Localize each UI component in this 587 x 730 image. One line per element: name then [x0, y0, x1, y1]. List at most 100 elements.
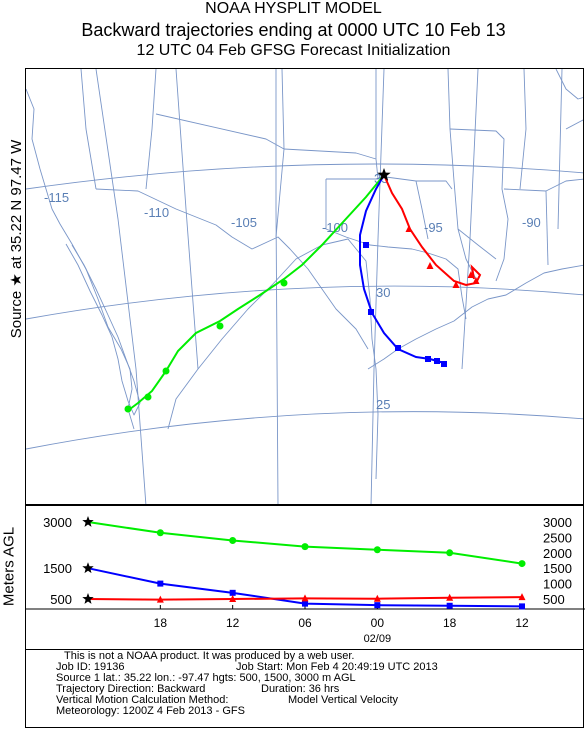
height-point [446, 593, 454, 601]
state-line-10 [503, 178, 583, 192]
duration-text: Duration: 36 hrs [261, 683, 340, 695]
source-location-label: Source ★ at 35.22 N 97.47 W [8, 139, 25, 339]
title-model: NOAA HYSPLIT MODEL [205, 0, 382, 17]
height-point [301, 543, 309, 551]
height-point [302, 600, 308, 607]
source-info-text: Source 1 lat.: 35.22 lon.: -97.47 hgts: … [56, 672, 356, 684]
state-line-2 [145, 69, 157, 190]
disclaimer-text: This is not a NOAA product. It was produ… [64, 650, 355, 662]
source-star-icon [82, 593, 94, 604]
job-start-text: Job Start: Mon Feb 4 20:49:19 UTC 2013 [236, 661, 438, 673]
height-chart: 18 12 06 00 18 12 02/09 3000 1500 500 3000 2500 2000… [25, 505, 585, 650]
baja-peninsula [65, 243, 141, 416]
lat-label: 25 [376, 397, 390, 412]
trajectory-point [124, 405, 132, 413]
trajectory-point [395, 345, 401, 351]
lat-label: 30 [376, 285, 390, 300]
state-line-8 [447, 69, 477, 280]
great-lakes [555, 69, 583, 130]
y-right-tick-label: 1500 [543, 561, 572, 576]
height-point [229, 536, 237, 544]
trajectory-point [280, 279, 288, 287]
title-main: Backward trajectories ending at 0000 UTC… [81, 20, 506, 40]
trajectory-point [162, 367, 170, 375]
y-right-tick-label: 2500 [543, 530, 572, 545]
meteorology-text: Meteorology: 1200Z 4 Feb 2013 - GFS [56, 705, 245, 717]
y-right-tick-label: 3000 [543, 515, 572, 530]
x-tick-label: 12 [226, 616, 240, 630]
y-left-tick-label: 1500 [43, 561, 72, 576]
title-init: 12 UTC 04 Feb GFSG Forecast Initializati… [136, 42, 451, 59]
height-point [374, 602, 381, 609]
lon-label: -90 [522, 215, 541, 230]
vertical-method-label: Vertical Motion Calculation Method: [56, 694, 229, 706]
trajectory-point [441, 361, 447, 367]
trajectory-point [452, 281, 460, 288]
state-line-4 [275, 69, 285, 238]
height-point [156, 529, 164, 537]
map-canvas: -115-110-105-100-95-90353025 [26, 69, 583, 504]
x-tick-label: 00 [371, 616, 385, 630]
height-series-green [87, 521, 523, 565]
state-line-5 [283, 148, 377, 160]
job-info-panel: This is not a NOAA product. It was produ… [25, 650, 584, 728]
rivers [415, 180, 497, 260]
x-tick-label: 12 [515, 616, 529, 630]
mexico-us-border [95, 188, 369, 350]
x-tick-label: 18 [154, 616, 168, 630]
trajectory-red [383, 174, 482, 287]
height-point [518, 593, 526, 601]
trajectory-direction-text: Trajectory Direction: Backward [56, 683, 206, 695]
lon-label: -95 [424, 220, 443, 235]
height-point [446, 602, 453, 609]
x-date-label: 02/09 [364, 633, 392, 645]
trajectory-point [216, 322, 224, 330]
height-point [373, 546, 381, 554]
trajectory-green [129, 174, 385, 410]
lon-label: -105 [231, 215, 257, 230]
height-point [519, 603, 525, 610]
lon-label: -110 [144, 205, 169, 220]
map-grid-long [95, 69, 563, 504]
height-point [446, 549, 454, 557]
y-left-tick-label: 500 [50, 592, 72, 607]
vertical-method-value: Model Vertical Velocity [288, 694, 399, 706]
height-point [156, 595, 164, 603]
height-point [229, 589, 236, 596]
height-point [301, 594, 309, 602]
trajectory-point [467, 271, 475, 278]
y-left-tick-label: 3000 [43, 515, 72, 530]
map-grid-lat [26, 163, 583, 450]
x-tick-label: 18 [443, 616, 457, 630]
height-point [373, 594, 381, 602]
chart-ylabel: Meters AGL [0, 526, 18, 607]
lon-label: -115 [44, 190, 69, 205]
texas-border [325, 179, 467, 320]
height-point [229, 595, 237, 602]
trajectory-point [363, 242, 369, 248]
height-point [518, 560, 526, 568]
state-line-12 [545, 190, 549, 266]
source-star-icon [377, 168, 391, 181]
y-right-tick-label: 2000 [543, 546, 572, 561]
y-right-tick-label: 1000 [543, 577, 572, 592]
state-line-3 [155, 113, 285, 150]
y-right-tick-label: 500 [543, 592, 565, 607]
height-chart-canvas: 18 12 06 00 18 1202/0930001500500300025002000… [26, 515, 585, 645]
trajectory-point [426, 262, 434, 269]
source-star-icon [82, 516, 94, 527]
trajectory-point [425, 356, 431, 362]
trajectory-blue [359, 174, 445, 364]
trajectory-point [405, 225, 413, 232]
state-line-9 [449, 128, 509, 282]
trajectory-point [472, 277, 480, 284]
mexico-gulf-coast [167, 238, 379, 480]
state-line-11 [519, 69, 527, 190]
state-line-1 [80, 69, 97, 190]
trajectory-point [144, 393, 152, 401]
trajectory-point [368, 309, 374, 315]
source-star-icon [82, 562, 94, 574]
trajectory-map[interactable]: -115-110-105-100-95-90353025 [25, 68, 584, 505]
x-tick-label: 06 [298, 616, 312, 630]
job-id-text: Job ID: 19136 [56, 661, 125, 673]
